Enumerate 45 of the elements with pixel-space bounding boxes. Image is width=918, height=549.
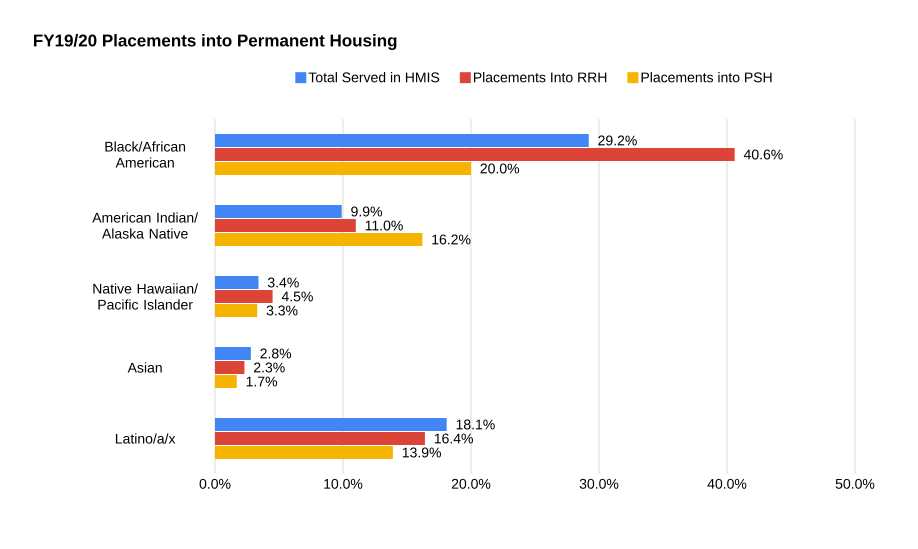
data-label: 16.2% <box>432 234 470 244</box>
data-label: 3.3% <box>266 306 298 316</box>
x-tick-label: 50.0% <box>836 478 874 489</box>
x-tick-label: 20.0% <box>452 478 490 489</box>
y-tick-label: American Indian/ Alaska Native <box>92 212 198 239</box>
bar <box>215 219 356 232</box>
data-label: 4.5% <box>282 292 313 302</box>
x-tick-label: 0.0% <box>200 478 230 489</box>
data-label: 2.8% <box>260 348 292 358</box>
bar <box>215 375 237 388</box>
data-label: 20.0% <box>480 164 520 174</box>
data-label: 9.9% <box>351 206 382 216</box>
x-tick-label: 10.0% <box>324 478 362 489</box>
bar <box>215 347 251 360</box>
bar <box>215 432 425 446</box>
bar <box>215 162 472 176</box>
y-tick-label: Asian <box>128 362 162 373</box>
bar <box>215 418 447 432</box>
bar <box>215 148 735 162</box>
bar <box>215 276 259 290</box>
data-label: 1.7% <box>246 376 278 386</box>
bar <box>215 361 244 374</box>
y-tick-label: Native Hawaiian/ Pacific Islander <box>93 283 198 310</box>
chart-title: FY19/20 Placements into Permanent Housing <box>34 34 396 50</box>
x-tick-label: 30.0% <box>580 478 618 489</box>
legend-label: Placements into PSH <box>642 72 772 82</box>
data-label: 2.3% <box>254 362 285 372</box>
y-tick-label: Latino/a/x <box>116 433 176 444</box>
bar <box>215 446 393 460</box>
legend-label: Placements Into RRH <box>474 72 606 82</box>
data-label: 40.6% <box>744 150 783 160</box>
data-label: 3.4% <box>268 278 299 288</box>
x-tick-label: 40.0% <box>707 478 746 489</box>
bar <box>215 205 342 218</box>
data-label: 29.2% <box>598 136 637 146</box>
y-tick-label: Black/African American <box>105 141 186 168</box>
data-label: 13.9% <box>402 448 441 458</box>
bar <box>215 304 258 318</box>
data-label: 16.4% <box>434 434 473 444</box>
bar <box>215 233 422 246</box>
bar <box>215 290 273 304</box>
bar <box>215 134 589 148</box>
legend-label: Total Served in HMIS <box>308 72 440 82</box>
data-label: 11.0% <box>366 220 403 230</box>
data-label: 18.1% <box>456 420 495 430</box>
